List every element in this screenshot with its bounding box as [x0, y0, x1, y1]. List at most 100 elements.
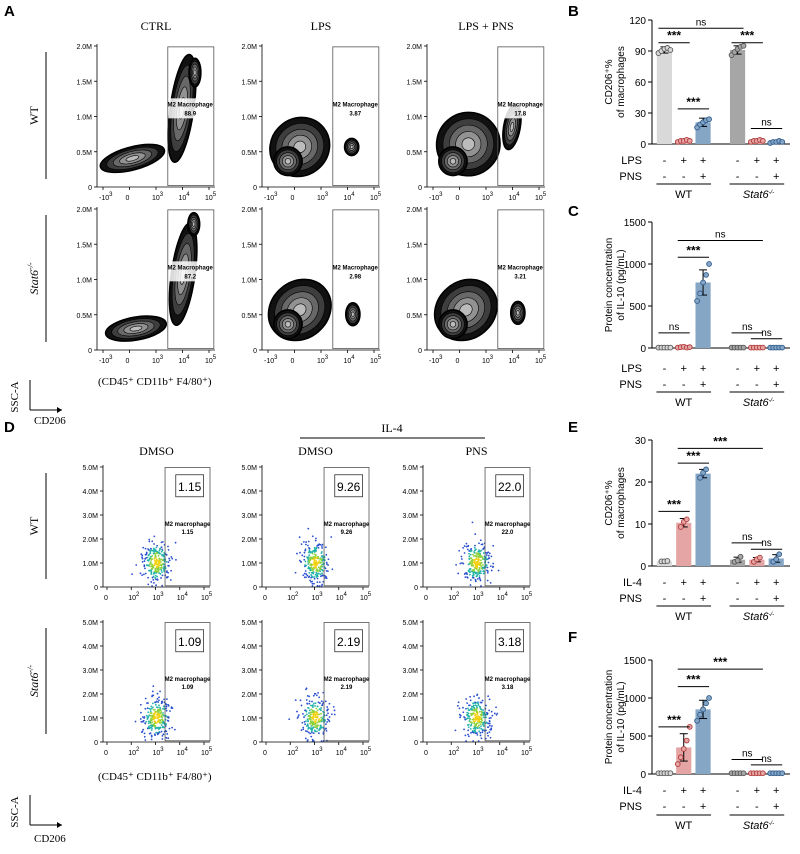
event-dot [174, 541, 177, 544]
event-dot [476, 577, 479, 580]
event-dot [472, 576, 475, 579]
event-dot [479, 562, 482, 565]
y-axis-label: CD206⁺%of macrophages [604, 46, 627, 118]
gate-value: 1.15 [182, 530, 194, 536]
event-dot [308, 561, 311, 564]
event-dot [488, 724, 491, 727]
event-dot [479, 579, 482, 582]
event-dot [158, 549, 161, 552]
event-dot [167, 564, 170, 567]
event-dot [153, 723, 155, 725]
event-dot [472, 702, 475, 705]
event-dot [485, 564, 487, 566]
event-dot [160, 561, 162, 563]
row2-mark: - [755, 379, 759, 391]
x-tick-label: -103 [264, 355, 278, 365]
x-tick-label: 103 [153, 747, 165, 757]
event-dot [475, 708, 478, 711]
event-dot [131, 573, 134, 576]
event-dot [328, 702, 331, 705]
event-dot [161, 716, 164, 719]
event-dot [162, 707, 164, 710]
event-dot [167, 571, 170, 574]
gate-label: M2 Macrophage [168, 102, 214, 108]
sig-label: *** [667, 713, 681, 727]
event-dot [467, 712, 470, 715]
event-dot [478, 730, 481, 733]
event-dot [490, 716, 492, 719]
event-dot [153, 560, 156, 562]
event-dot [158, 562, 161, 565]
event-dot [471, 707, 473, 709]
panel-letter-f: F [568, 629, 577, 646]
sig-label: ns [761, 754, 772, 765]
event-dot [160, 558, 163, 561]
event-dot [301, 721, 304, 724]
event-dot [146, 707, 149, 710]
event-dot [476, 711, 478, 713]
event-dot [481, 699, 484, 702]
panel-d-flow: IL-4 DMSO DMSO PNS WT Stat6-/- 1.15 M2 macropha… [9, 421, 533, 845]
event-dot [158, 710, 161, 712]
event-dot [472, 740, 475, 742]
event-dot [328, 716, 331, 718]
event-dot [148, 558, 151, 561]
event-dot [315, 562, 318, 565]
row1-mark: + [754, 363, 760, 375]
event-dot [155, 731, 158, 734]
event-dot [471, 721, 474, 724]
event-dot [304, 730, 307, 732]
y-tick-label: 0 [88, 348, 92, 355]
event-dot [173, 728, 176, 731]
event-dot [322, 710, 324, 713]
event-dot [480, 737, 483, 740]
sig-label: ns [742, 749, 753, 760]
event-dot [316, 577, 319, 580]
data-point [706, 695, 712, 701]
event-dot [158, 696, 160, 699]
event-dot [158, 704, 160, 707]
event-dot [314, 705, 316, 707]
event-dot [165, 560, 168, 563]
event-dot [161, 584, 164, 587]
event-dot [478, 564, 481, 566]
chart-b: 0 30 60 90 120 CD206⁺%of macrophages *** *** ns *… [604, 16, 790, 201]
event-dot [465, 542, 468, 545]
event-dot [160, 724, 163, 726]
panel-letter-a: A [4, 3, 15, 20]
event-dot [488, 557, 491, 560]
y-tick-label: 1.0M [241, 115, 257, 122]
event-dot [309, 720, 312, 723]
event-dot [470, 549, 473, 552]
event-dot [154, 552, 156, 555]
data-point [683, 737, 690, 744]
event-dot [473, 561, 475, 564]
event-dot [171, 557, 174, 560]
event-dot [464, 718, 467, 721]
data-point [740, 344, 747, 351]
m2-gate [484, 622, 531, 742]
event-dot [473, 695, 475, 698]
y-tick-label: 2.0M [402, 537, 418, 544]
event-dot [311, 738, 314, 741]
event-dot [318, 569, 321, 571]
event-dot [296, 552, 298, 555]
x-tick-label: 105 [360, 592, 372, 602]
event-dot [311, 700, 313, 703]
event-dot [474, 729, 476, 732]
event-dot [145, 714, 148, 717]
event-dot [139, 703, 142, 706]
event-dot [321, 547, 324, 549]
row2-mark: - [755, 801, 759, 813]
data-point [740, 42, 747, 49]
event-dot [314, 555, 317, 558]
event-dot [140, 720, 143, 723]
event-dot [307, 707, 310, 710]
event-dot [151, 585, 153, 587]
event-dot [465, 740, 468, 742]
data-point [760, 770, 766, 777]
event-dot [311, 705, 314, 708]
event-dot [488, 720, 491, 722]
event-dot [165, 698, 168, 701]
event-dot [476, 555, 479, 557]
